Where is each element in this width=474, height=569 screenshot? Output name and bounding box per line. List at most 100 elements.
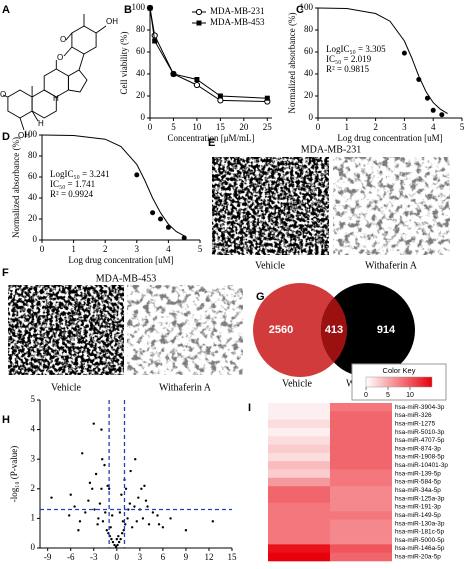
x-tick-label: 0 — [148, 122, 153, 132]
heatmap-cell — [268, 536, 330, 545]
heatmap-cell — [330, 544, 392, 553]
point — [81, 452, 84, 455]
point — [97, 517, 100, 520]
y-tick-label: 20 — [304, 90, 314, 100]
y-axis-label: Cell viability (%) — [119, 32, 129, 95]
heatmap-cell — [330, 527, 392, 537]
x-tick-label: 2 — [103, 244, 108, 254]
x-tick-label: 3 — [138, 552, 143, 562]
series-line — [149, 7, 268, 102]
y-tick-label: 100 — [24, 129, 38, 139]
heatmap-cell — [268, 527, 330, 537]
row-label: hsa-miR-181c-5p — [395, 529, 444, 536]
point — [103, 463, 106, 467]
row-label: hsa-miR-130a-3p — [395, 520, 445, 527]
point — [117, 534, 120, 538]
x-tick-label: 0 — [316, 122, 321, 132]
color-key-tick-label: 0 — [364, 392, 368, 399]
y-tick-label: 20 — [136, 90, 146, 100]
x-axis-label: Concentration [μM/mL] — [167, 133, 254, 143]
color-key-tick-label: 10 — [406, 392, 414, 399]
row-label: hsa-miR-125a-3p — [395, 495, 445, 502]
y-tick-label: 80 — [304, 24, 314, 34]
legend-marker — [195, 8, 203, 16]
point — [113, 543, 116, 547]
point — [92, 422, 95, 425]
point — [137, 496, 140, 499]
point — [143, 484, 146, 488]
x-tick-label: 5 — [171, 122, 176, 132]
point — [152, 38, 158, 44]
point — [69, 493, 72, 496]
x-tick-label: 9 — [184, 552, 189, 562]
y-tick-label: 4 — [31, 424, 36, 434]
point — [118, 511, 122, 514]
heatmap-cell — [268, 477, 330, 487]
point — [104, 511, 107, 514]
heatmap-cell — [330, 552, 392, 562]
micrograph-title: MDA-MB-453 — [96, 273, 157, 284]
point — [126, 517, 129, 520]
row-label: hsa-miR-149-5p — [395, 512, 441, 519]
x-tick-label: 0 — [40, 244, 45, 254]
point — [107, 487, 111, 490]
annotation: LogIC₅₀ = 3.305 — [326, 44, 386, 54]
point — [135, 520, 138, 523]
point — [147, 523, 151, 526]
point — [77, 529, 80, 532]
color-key-tick-label: 5 — [386, 392, 390, 399]
micrograph-label: Vehicle — [51, 382, 82, 393]
micrographs — [8, 157, 450, 375]
point — [264, 95, 270, 101]
point — [120, 493, 123, 496]
point — [88, 481, 92, 485]
fit-curve — [41, 134, 185, 237]
x-tick-label: 12 — [204, 552, 213, 562]
heatmap-cell — [268, 511, 330, 520]
row-label: hsa-miR-1275 — [395, 420, 436, 427]
color-key-title: Color Key — [383, 366, 416, 375]
x-tick-label: 15 — [228, 552, 238, 562]
point — [129, 469, 132, 473]
venn-set — [321, 283, 415, 377]
panel-label: H — [2, 414, 10, 426]
point — [73, 505, 76, 508]
micrograph-title: MDA-MB-231 — [301, 144, 362, 155]
x-axis-label: Log drug concentration [uM] — [68, 255, 173, 265]
row-label: hsa-miR-34a-5p — [395, 487, 441, 494]
row-label: hsa-miR-4707-5p — [395, 437, 445, 444]
x-tick-label: 4 — [431, 122, 436, 132]
point — [140, 487, 143, 490]
point — [124, 523, 127, 526]
heatmap-cell — [268, 544, 330, 553]
x-tick-label: 10 — [192, 122, 202, 132]
point — [217, 97, 224, 104]
point — [98, 502, 102, 505]
y-axis-label: -log₁₀ (P-value) — [9, 446, 19, 503]
row-label: hsa-miR-326 — [395, 412, 432, 419]
y-tick-label: 1 — [31, 512, 36, 522]
x-tick-label: 3 — [135, 244, 140, 254]
row-label: hsa-miR-5010-3p — [395, 429, 445, 436]
point — [78, 520, 82, 523]
heatmap-cell — [268, 411, 330, 420]
micrograph — [333, 157, 450, 255]
heatmap-cell — [330, 502, 392, 512]
y-tick-label: 60 — [28, 171, 38, 181]
heatmap-cell — [330, 469, 392, 479]
point — [157, 523, 161, 526]
y-axis-label: Normalized absorbance (%) — [287, 13, 297, 114]
point — [120, 532, 124, 535]
annotation: IC₅₀ = 1.741 — [50, 179, 95, 189]
point — [96, 523, 99, 526]
row-label: hsa-miR-146a-5p — [395, 545, 445, 552]
heatmap-cell — [268, 461, 330, 470]
point — [84, 511, 87, 514]
y-tick-label: 2 — [31, 483, 36, 493]
venn-set — [253, 283, 347, 377]
point — [156, 514, 159, 517]
y-tick-label: 0 — [309, 112, 314, 122]
fit-curve — [317, 7, 448, 115]
heatmap-cell — [330, 403, 392, 412]
point — [109, 526, 112, 529]
